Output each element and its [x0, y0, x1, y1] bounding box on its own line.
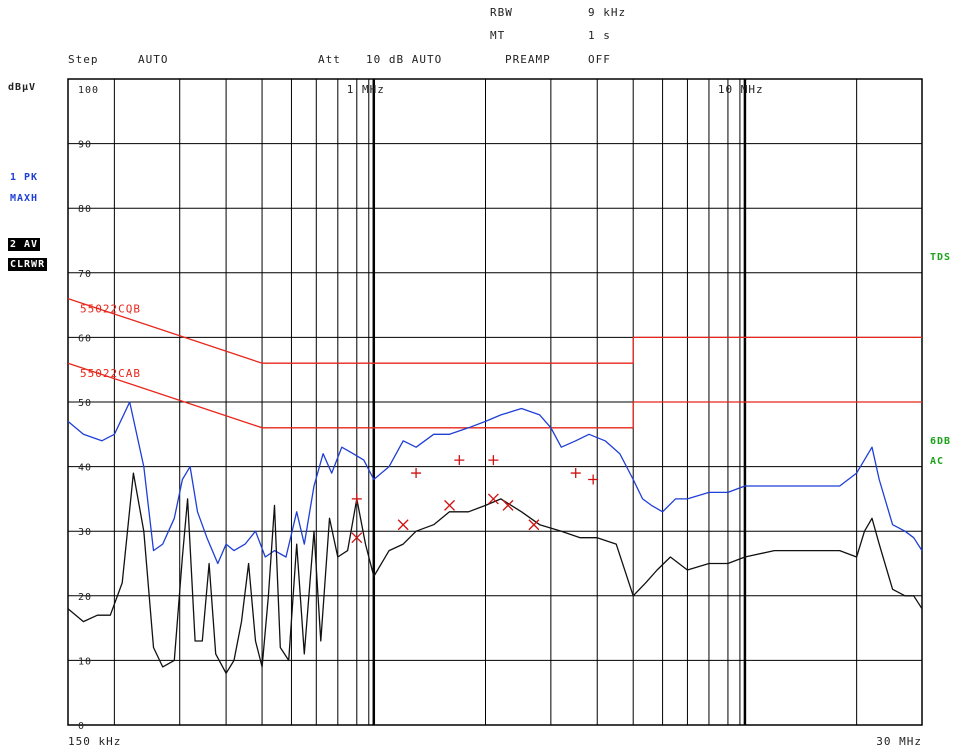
- y-tick-label: 0: [78, 721, 85, 732]
- y-tick-label: 90: [78, 140, 92, 151]
- traces: [67, 401, 923, 674]
- x-decade-label: 10 MHz: [718, 83, 764, 96]
- x-marker: [397, 519, 409, 531]
- step-value: AUTO: [138, 53, 169, 66]
- limit-label: 55022CQB: [80, 303, 141, 316]
- y-tick-label: 40: [78, 463, 92, 474]
- y-tick-label: 30: [78, 527, 92, 538]
- plus-marker: [588, 474, 599, 485]
- limit-line: [67, 297, 922, 364]
- peak-trace: [67, 401, 923, 565]
- x-decade-label: 1 MHz: [347, 83, 385, 96]
- x-marker: [351, 532, 363, 544]
- rbw-label: RBW: [490, 6, 513, 19]
- axis-labels: 0 10 20 30 40 50 60 70 80 90 100 1 MHz 10 MHz 150 kHz…: [68, 83, 922, 748]
- ac-label: AC: [930, 456, 945, 467]
- limit-lines: 55022CQB 55022CAB: [67, 297, 922, 429]
- tds-label: TDS: [930, 252, 952, 263]
- plus-marker: [351, 493, 362, 504]
- trace2-detector-label: 2 AV: [8, 238, 41, 251]
- plus-marker: [454, 455, 465, 466]
- plus-marker: [570, 468, 581, 479]
- plus-marker: [488, 455, 499, 466]
- average-trace: [67, 472, 923, 674]
- limit-label: 55022CAB: [80, 367, 141, 380]
- trace1-detector-label: 1 PK: [10, 172, 39, 183]
- x-marker: [487, 493, 499, 505]
- att-value: 10 dB AUTO: [366, 53, 443, 66]
- plus-marker: [411, 468, 422, 479]
- trace1-mode-label: MAXH: [10, 193, 39, 204]
- rbw-value: 9 kHz: [588, 6, 627, 19]
- peak-markers: [351, 455, 599, 544]
- x-end-label: 30 MHz: [876, 735, 922, 748]
- y-tick-label: 60: [78, 333, 92, 344]
- preamp-label: PREAMP: [505, 53, 551, 66]
- trace2-mode-label: CLRWR: [8, 258, 48, 271]
- x-marker: [444, 499, 456, 511]
- y-tick-label: 10: [78, 656, 92, 667]
- x-start-label: 150 kHz: [68, 735, 121, 748]
- preamp-value: OFF: [588, 53, 611, 66]
- att-label: Att: [318, 53, 341, 66]
- mt-value: 1 s: [588, 29, 611, 42]
- y-unit-label: dBµV: [8, 82, 37, 93]
- y-tick-label: 20: [78, 592, 92, 603]
- step-label: Step: [68, 53, 99, 66]
- y-tick-label: 80: [78, 204, 92, 215]
- limit-line: [67, 362, 922, 429]
- y-tick-label: 70: [78, 269, 92, 280]
- y-tick-label: 100: [78, 85, 99, 96]
- y-tick-label: 50: [78, 398, 92, 409]
- x-marker: [528, 519, 540, 531]
- 6db-label: 6DB: [930, 436, 952, 447]
- x-marker: [502, 499, 514, 511]
- mt-label: MT: [490, 29, 506, 42]
